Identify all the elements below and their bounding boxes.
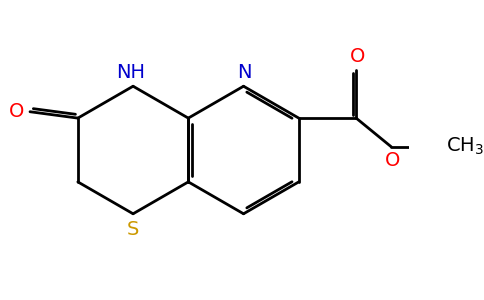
Text: O: O [9,102,24,121]
Text: S: S [127,220,139,238]
Text: O: O [349,46,365,66]
Text: NH: NH [116,63,145,82]
Text: O: O [385,152,400,170]
Text: CH$_3$: CH$_3$ [446,136,484,158]
Text: N: N [238,63,252,82]
